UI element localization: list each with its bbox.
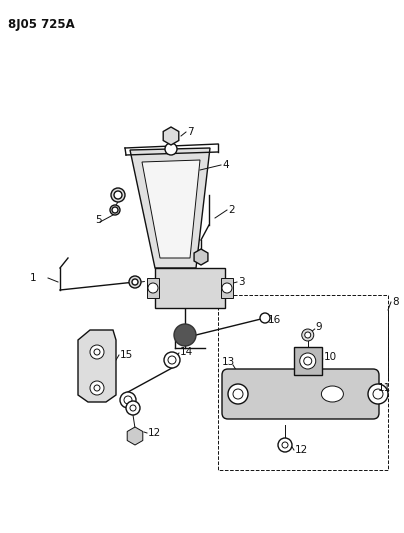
Circle shape: [305, 332, 311, 338]
Bar: [155, 268, 225, 308]
Circle shape: [94, 385, 100, 391]
Text: 14: 14: [180, 347, 193, 357]
Circle shape: [130, 431, 140, 441]
Circle shape: [222, 283, 232, 293]
Polygon shape: [142, 160, 200, 258]
Text: 8: 8: [392, 297, 399, 307]
Text: 4: 4: [222, 160, 229, 170]
Text: 12: 12: [295, 445, 308, 455]
Circle shape: [126, 401, 140, 415]
Circle shape: [373, 389, 383, 399]
Circle shape: [197, 253, 205, 261]
Circle shape: [165, 143, 177, 155]
Circle shape: [368, 384, 388, 404]
Circle shape: [124, 396, 132, 404]
Text: 11: 11: [378, 383, 391, 393]
Circle shape: [129, 276, 141, 288]
Text: 3: 3: [238, 277, 245, 287]
Circle shape: [302, 329, 314, 341]
Circle shape: [132, 279, 138, 285]
Text: 9: 9: [316, 322, 322, 332]
Circle shape: [174, 324, 196, 346]
Circle shape: [282, 442, 288, 448]
Polygon shape: [194, 249, 208, 265]
Circle shape: [148, 283, 158, 293]
Circle shape: [112, 207, 118, 213]
Text: 16: 16: [268, 315, 281, 325]
Circle shape: [260, 313, 270, 323]
Circle shape: [166, 131, 176, 141]
Bar: [218, 295, 388, 470]
Circle shape: [228, 384, 248, 404]
Polygon shape: [78, 330, 116, 402]
Text: 12: 12: [148, 428, 161, 438]
Ellipse shape: [322, 386, 343, 402]
Polygon shape: [127, 427, 143, 445]
Text: 10: 10: [324, 352, 337, 362]
Bar: [294, 347, 322, 375]
Circle shape: [120, 392, 136, 408]
Circle shape: [233, 389, 243, 399]
Circle shape: [300, 353, 316, 369]
Circle shape: [278, 438, 292, 452]
Circle shape: [133, 434, 137, 438]
Circle shape: [304, 357, 312, 365]
Polygon shape: [163, 127, 179, 145]
Circle shape: [90, 345, 104, 359]
Circle shape: [110, 205, 120, 215]
Text: 15: 15: [120, 350, 133, 360]
Circle shape: [168, 356, 176, 364]
Bar: [221, 278, 233, 298]
Bar: [147, 278, 159, 298]
Text: 1: 1: [30, 273, 37, 283]
Text: 7: 7: [187, 127, 194, 137]
Circle shape: [111, 188, 125, 202]
Circle shape: [130, 405, 136, 411]
Circle shape: [164, 352, 180, 368]
Circle shape: [114, 191, 122, 199]
Text: 13: 13: [222, 357, 235, 367]
FancyBboxPatch shape: [222, 369, 379, 419]
Circle shape: [94, 349, 100, 355]
Text: 2: 2: [228, 205, 235, 215]
Text: 8J05 725A: 8J05 725A: [8, 18, 75, 31]
Text: 5: 5: [95, 215, 102, 225]
Circle shape: [90, 381, 104, 395]
Polygon shape: [130, 148, 210, 268]
